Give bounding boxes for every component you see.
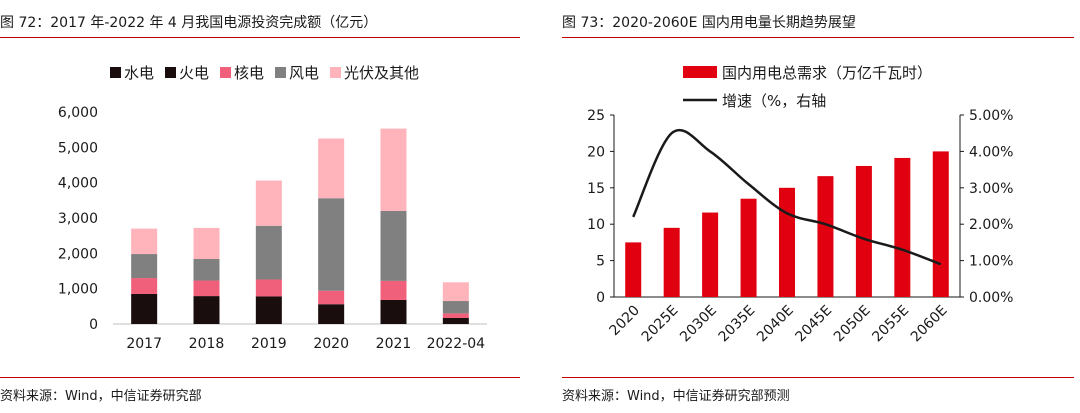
bar-segment-2018-4 — [193, 227, 220, 259]
demand-bar-2045E — [817, 176, 834, 297]
growth-rate-line — [632, 128, 942, 266]
left-source-note: 资料来源：Wind，中信证券研究部 — [0, 389, 202, 404]
demand-bar-2030E — [702, 212, 719, 297]
left-title-rule — [0, 37, 520, 38]
bar-segment-2021-0 — [380, 299, 407, 324]
left-stacked-bar-chart: 水电 火电 核电 风电 光伏及其他 0 1,000 2,000 3,000 4,000 5,000 6… — [58, 64, 487, 352]
bar-segment-2019-2 — [255, 279, 282, 297]
left-figure-panel: 图 72：2017 年-2022 年 4 月我国电源投资完成额（亿元） 水电 火电… — [0, 0, 530, 413]
bar-segment-2017-2 — [131, 278, 158, 294]
y-left-tick-label: 0 — [596, 290, 605, 306]
bar-segment-2018-2 — [193, 280, 220, 297]
x-tick-label: 2045E — [793, 303, 836, 346]
x-tick-label: 2055E — [869, 303, 912, 346]
bar-segment-2022-04-2 — [442, 313, 469, 318]
x-tick-label: 2022-04 — [427, 336, 486, 352]
y-tick-label: 5,000 — [58, 140, 98, 156]
left-figure-title: 图 72：2017 年-2022 年 4 月我国电源投资完成额（亿元） — [0, 15, 378, 31]
x-tick-label: 2060E — [908, 303, 951, 346]
legend-label-4: 光伏及其他 — [344, 64, 419, 82]
y-left-tick-label: 10 — [587, 217, 605, 233]
y-right-tick-label: 1.00% — [969, 254, 1013, 270]
x-tick-label: 2030E — [677, 303, 720, 346]
bar-segment-2020-0 — [318, 304, 345, 324]
legend-swatch-2 — [220, 67, 231, 78]
bar-segment-2019-0 — [255, 296, 282, 324]
x-tick-label: 2017 — [126, 336, 162, 352]
legend-swatch-bar — [683, 66, 717, 78]
y-tick-label: 0 — [89, 317, 98, 333]
right-figure-panel: 图 73：2020-2060E 国内用电量长期趋势展望 国内用电总需求（万亿千瓦… — [562, 0, 1080, 413]
y-right-tick-label: 3.00% — [969, 181, 1013, 197]
y-tick-label: 6,000 — [58, 105, 98, 121]
bar-segment-2022-04-0 — [442, 317, 469, 324]
x-tick-label: 2019 — [251, 336, 287, 352]
legend-label-0: 水电 — [124, 64, 154, 82]
y-right-tick-label: 2.00% — [969, 217, 1013, 233]
bar-segment-2021-2 — [380, 280, 407, 300]
y-right-tick-label: 5.00% — [969, 108, 1013, 124]
y-right-tick-label: 4.00% — [969, 144, 1013, 160]
bar-segment-2022-04-4 — [442, 282, 469, 302]
right-source-rule — [562, 377, 1074, 378]
y-left-tick-label: 5 — [596, 254, 605, 270]
bar-segment-2018-0 — [193, 296, 220, 324]
demand-bar-2060E — [932, 151, 949, 297]
right-figure-title: 图 73：2020-2060E 国内用电量长期趋势展望 — [562, 15, 856, 31]
bar-segment-2017-0 — [131, 293, 158, 324]
legend-swatch-4 — [330, 67, 341, 78]
x-tick-label: 2021 — [376, 336, 412, 352]
legend-label-2: 核电 — [234, 64, 264, 82]
demand-bar-2055E — [894, 157, 911, 297]
y-tick-label: 1,000 — [58, 282, 98, 298]
legend-swatch-3 — [275, 67, 286, 78]
x-tick-label: 2035E — [716, 303, 759, 346]
x-tick-label: 2020 — [607, 303, 644, 340]
bar-segment-2017-4 — [131, 228, 158, 255]
demand-bar-2040E — [779, 187, 795, 297]
bar-segment-2022-04-3 — [442, 301, 469, 314]
x-tick-label: 2040E — [754, 303, 797, 346]
x-tick-label: 2025E — [639, 303, 682, 346]
bar-segment-2021-3 — [380, 210, 407, 281]
legend-label-bar: 国内用电总需求（万亿千瓦时） — [722, 64, 932, 82]
legend-label-line: 增速（%，右轴 — [722, 92, 826, 110]
legend-swatch-1 — [165, 67, 176, 78]
legend-swatch-0 — [110, 67, 121, 78]
y-tick-label: 4,000 — [58, 176, 98, 192]
right-bar-line-chart: 国内用电总需求（万亿千瓦时） 增速（%，右轴 0 5 10 15 20 25 0.00% 1.00… — [587, 64, 1013, 346]
x-tick-label: 2020 — [313, 336, 349, 352]
y-tick-label: 3,000 — [58, 211, 98, 227]
bar-segment-2020-2 — [318, 290, 345, 305]
y-left-tick-label: 20 — [587, 144, 605, 160]
legend-label-1: 火电 — [179, 64, 209, 82]
bar-segment-2020-4 — [318, 138, 345, 199]
y-left-tick-label: 15 — [587, 181, 605, 197]
demand-bar-2020 — [625, 242, 642, 297]
bar-segment-2019-3 — [255, 225, 282, 280]
y-tick-label: 2,000 — [58, 246, 98, 262]
x-tick-label: 2050E — [831, 303, 874, 346]
demand-bar-2035E — [740, 198, 757, 297]
bar-segment-2018-3 — [193, 258, 220, 281]
y-left-tick-label: 25 — [587, 108, 605, 124]
legend-label-3: 风电 — [289, 64, 319, 82]
bar-segment-2020-3 — [318, 198, 345, 291]
x-tick-label: 2018 — [189, 336, 225, 352]
bar-segment-2021-4 — [380, 128, 407, 211]
demand-bar-2050E — [855, 165, 872, 297]
right-source-note: 资料来源：Wind，中信证券研究部预测 — [562, 389, 790, 404]
left-source-rule — [0, 377, 520, 378]
bar-segment-2017-3 — [131, 254, 158, 279]
bar-segment-2019-4 — [255, 180, 282, 226]
y-right-tick-label: 0.00% — [969, 290, 1013, 306]
demand-bar-2025E — [663, 227, 680, 297]
right-title-rule — [562, 37, 1074, 38]
